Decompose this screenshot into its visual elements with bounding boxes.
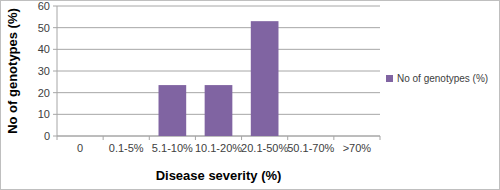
y-tick (53, 114, 57, 115)
y-tick (53, 6, 57, 7)
x-tick-label: 5.1-10% (152, 142, 193, 154)
grid-line (57, 6, 380, 7)
grid-line (57, 27, 380, 28)
chart-container: 0 10 20 30 40 50 60 0 0.1-5% 5.1-10%10.1-20%20.1-… (0, 0, 500, 190)
x-axis-title: Disease severity (%) (156, 168, 282, 183)
bars (159, 21, 279, 136)
x-tick-label: 0.1-5% (109, 142, 144, 154)
bar (159, 85, 187, 136)
x-tick (57, 136, 58, 140)
x-tick-label: 0 (77, 142, 83, 154)
y-tick-label: 30 (38, 65, 50, 77)
x-tick (195, 136, 196, 140)
y-tick (53, 136, 57, 137)
x-tick (103, 136, 104, 140)
x-tick-label: >70% (343, 142, 372, 154)
legend-label: No of genotypes (%) (397, 73, 488, 84)
grid-line (57, 49, 380, 50)
y-tick-label: 20 (38, 87, 50, 99)
bar (205, 85, 233, 136)
bar (343, 136, 371, 137)
bar (297, 136, 325, 137)
chart-frame (1, 1, 500, 190)
y-tick (53, 49, 57, 50)
y-tick-label: 10 (38, 108, 50, 120)
x-tick-label: 20.1-50% (241, 142, 288, 154)
y-axis (57, 6, 58, 136)
x-tick (287, 136, 288, 140)
x-tick (333, 136, 334, 140)
legend-swatch (386, 75, 393, 82)
x-tick-label: 10.1-20% (195, 142, 242, 154)
y-tick-label: 60 (38, 0, 50, 12)
chart: 0 10 20 30 40 50 60 0 0.1-5% 5.1-10%10.1-20%20.1-… (0, 0, 500, 190)
x-tick (380, 136, 381, 140)
y-tick (53, 27, 57, 28)
grid-line (57, 71, 380, 72)
x-tick (149, 136, 150, 140)
y-tick-label: 50 (38, 22, 50, 34)
y-tick (53, 71, 57, 72)
bar (66, 136, 94, 137)
y-tick-label: 40 (38, 43, 50, 55)
bar (112, 136, 140, 137)
y-axis-title: No of genotypes (%) (5, 8, 20, 134)
y-tick-label: 0 (44, 130, 50, 142)
bar (251, 21, 279, 136)
x-tick (241, 136, 242, 140)
y-tick (53, 92, 57, 93)
x-tick-label: 50.1-70% (287, 142, 334, 154)
